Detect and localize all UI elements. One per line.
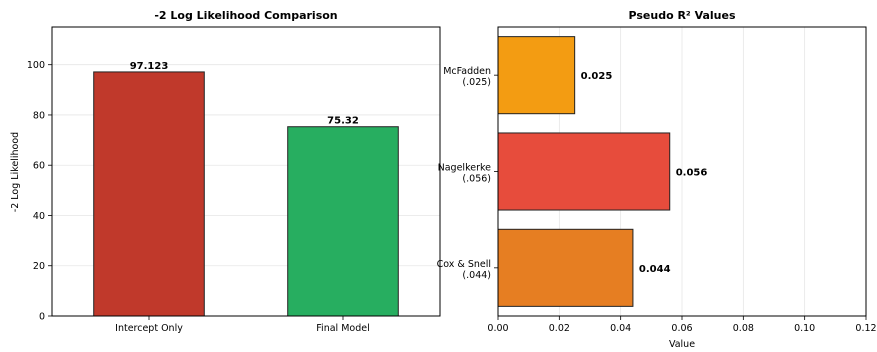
right-bar — [497, 228, 634, 307]
left-bar — [93, 71, 205, 317]
right-x-tick-label: 0.00 — [487, 323, 508, 334]
right-bar-value-label: 0.044 — [639, 264, 671, 275]
right-bar-value-label: 0.056 — [676, 168, 708, 179]
left-y-tick-label: 60 — [33, 161, 45, 172]
left-bar-value-label: 97.123 — [130, 61, 169, 72]
left-plot-frame — [51, 26, 441, 317]
left-x-tick-label: Intercept Only — [115, 323, 183, 334]
right-x-tick-label: 0.06 — [671, 323, 692, 334]
left-bar — [287, 126, 399, 317]
right-x-tick-label: 0.10 — [794, 323, 815, 334]
right-bar — [497, 36, 576, 115]
right-chart-title: Pseudo R² Values — [628, 9, 735, 22]
left-y-tick-label: 40 — [33, 211, 45, 222]
left-y-tick-label: 0 — [39, 312, 45, 323]
right-x-axis-label: Value — [669, 339, 695, 350]
right-x-tick-label: 0.08 — [733, 323, 754, 334]
left-y-axis-label: -2 Log Likelihood — [10, 132, 21, 212]
right-bar-value-label: 0.025 — [581, 71, 613, 82]
log-likelihood-chart: -2 Log Likelihood Comparison 97.123 75.32… — [10, 9, 441, 334]
left-y-tick-label: 100 — [27, 60, 45, 71]
right-y-tick-label: McFadden (.025) — [443, 66, 491, 88]
right-y-tick-label: Cox & Snell (.044) — [437, 259, 491, 281]
right-x-tick-label: 0.12 — [855, 323, 876, 334]
left-chart-title: -2 Log Likelihood Comparison — [154, 9, 337, 22]
left-y-tick-label: 20 — [33, 261, 45, 272]
pseudo-r2-chart: Pseudo R² Values 0.025 0.056 0.044 0.00 0.0… — [437, 9, 877, 350]
right-x-tick-label: 0.04 — [610, 323, 631, 334]
left-y-tick-label: 80 — [33, 110, 45, 121]
left-x-tick-label: Final Model — [316, 323, 369, 334]
right-bar — [497, 132, 671, 211]
right-plot-frame — [497, 26, 867, 317]
right-y-tick-label: Nagelkerke (.056) — [438, 163, 492, 185]
left-bar-value-label: 75.32 — [327, 116, 359, 127]
right-x-tick-label: 0.02 — [549, 323, 570, 334]
